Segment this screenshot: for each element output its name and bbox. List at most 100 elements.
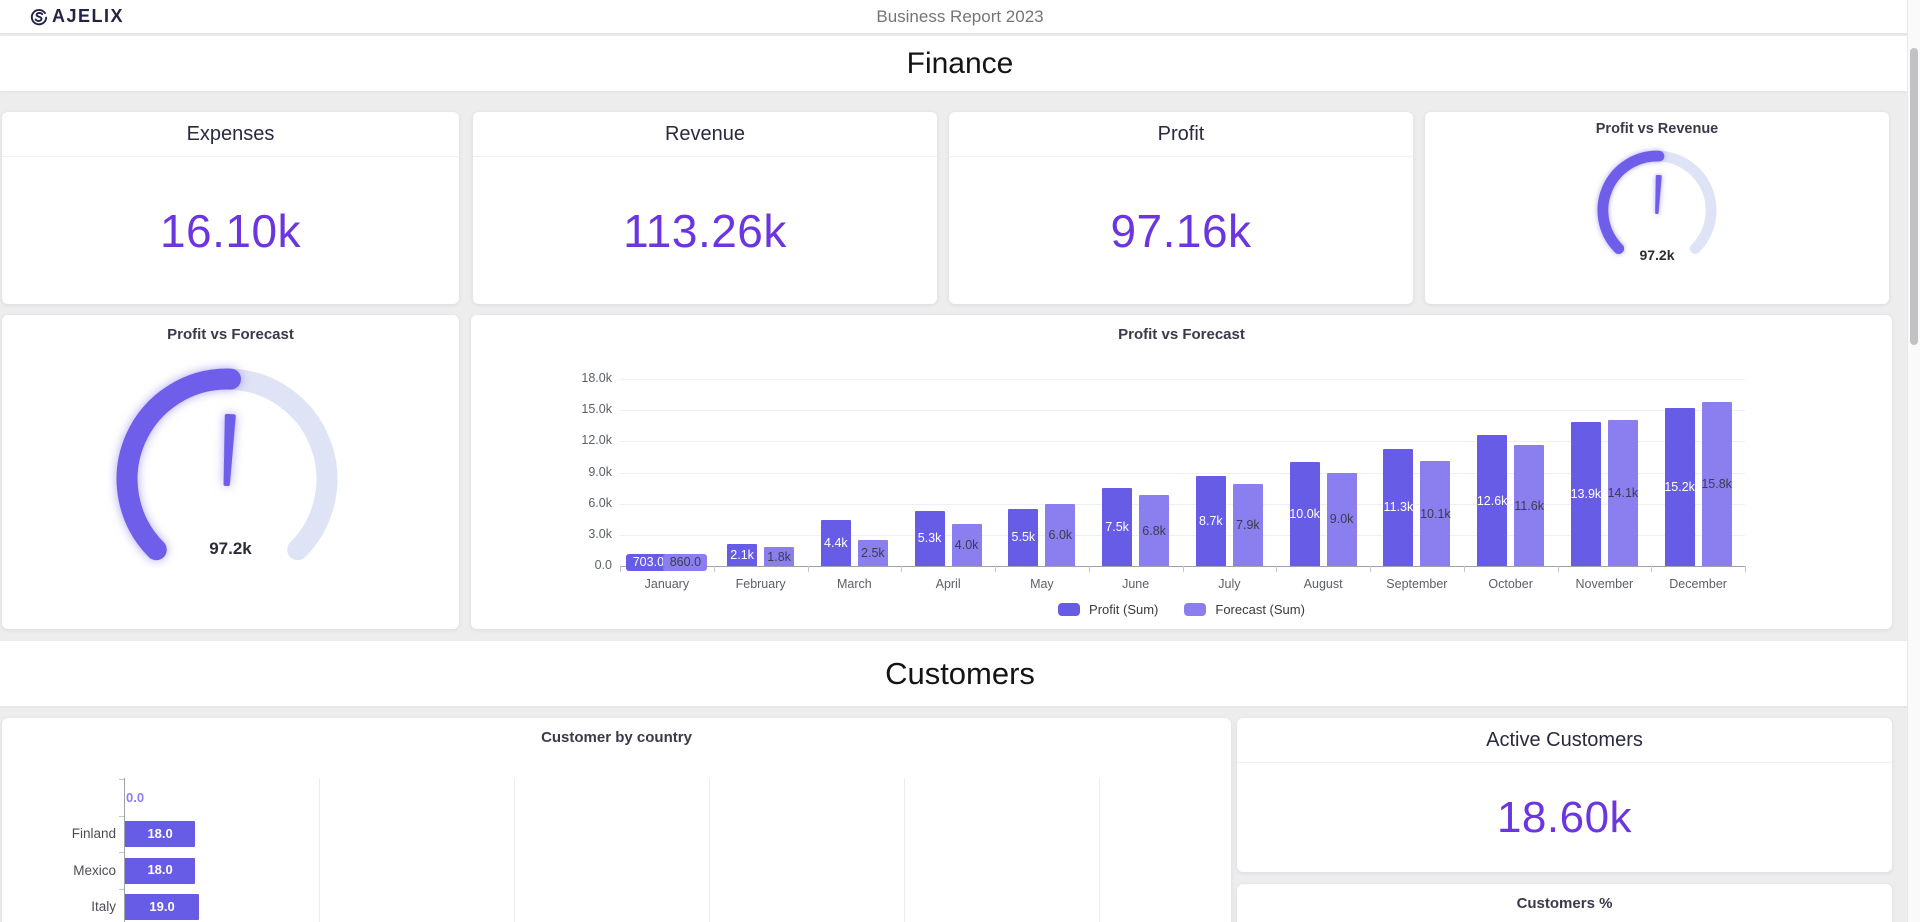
customer-by-country-title: Customer by country [541,729,692,746]
legend-label-profit: Profit (Sum) [1089,602,1159,617]
bar-label-profit-October: 12.6k [1476,493,1508,508]
y-axis-line [124,778,125,922]
bar-label-forecast-November: 14.1k [1607,485,1639,500]
profit-vs-forecast-gauge-value: 97.2k [209,539,252,558]
profit-vs-revenue-gauge [1597,150,1717,254]
y-axis-label: 18.0k [581,371,612,385]
bar-label-forecast-October: 11.6k [1514,498,1544,513]
legend-swatch-profit [1058,603,1081,616]
bar-forecast-November [1607,419,1638,566]
bar-label-mexico: 18.0 [147,862,173,878]
bar-profit-September [1383,448,1414,566]
y-axis-label: 9.0k [588,464,612,479]
revenue-card: Revenue 113.26k [473,112,937,304]
bar-label-finland: 18.0 [147,825,173,841]
bar-italy [125,894,200,921]
bar-label-profit-July: 8.7k [1199,513,1223,528]
bar-forecast-December [1701,401,1732,566]
profit-vs-forecast-chart: 0.0 3.0k 6.0k 9.0k 12.0k 15.0k 18.0k January 703… [471,315,1892,629]
bar-forecast-September [1420,461,1451,566]
gridline [709,778,710,922]
ajelix-logo-icon [30,8,48,25]
bar-label-profit-August: 10.0k [1289,507,1320,522]
bar-forecast-April [951,524,982,566]
bar-forecast-July [1232,483,1263,566]
profit-vs-revenue-title: Profit vs Revenue [1595,121,1719,137]
customers-pct-title: Customers % [1516,895,1613,912]
gridline [904,778,905,922]
x-axis-label: April [935,577,961,591]
bar-label-forecast-June: 6.8k [1142,523,1166,538]
x-axis-tick [713,566,715,572]
bar-forecast-August [1326,472,1357,566]
active-customers-card: Active Customers 18.60k [1237,718,1892,872]
section-heading-customers: Customers [0,641,1920,706]
topbar: AJELIX Business Report 2023 [0,0,1920,33]
ajelix-logo[interactable]: AJELIX [30,0,124,33]
legend-swatch-forecast [1184,603,1207,616]
bar-label-italy: 19.0 [149,898,175,914]
gridline [620,441,1745,443]
gridline [620,379,1745,380]
expenses-card-title: Expenses [2,112,459,157]
gridline [620,410,1745,412]
legend-item-forecast[interactable]: Forecast (Sum) [1184,602,1305,617]
bar-label-forecast-April: 4.0k [954,538,979,553]
scrollbar-track[interactable] [1907,0,1920,922]
bar-label-forecast-March: 2.5k [861,546,885,560]
gridline [319,778,320,922]
customers-pct-card: Customers % [1237,884,1892,922]
bar-label-forecast-February: 1.8k [767,549,791,564]
bar-profit-July [1195,475,1226,566]
bar-label-zero: 0.0 [126,789,145,805]
x-axis-tick [1276,566,1278,572]
profit-value: 97.16k [1110,204,1252,257]
x-axis-label: March [837,577,872,591]
bar-label-profit-March: 4.4k [824,536,848,551]
bar-label-profit-February: 2.1k [730,548,754,563]
x-axis-label: November [1575,577,1634,591]
gridline [1099,778,1100,922]
x-axis-label: September [1386,577,1448,591]
x-axis-tick [1370,566,1371,572]
x-axis-tick [1557,566,1559,572]
ajelix-logo-text: AJELIX [52,6,125,26]
y-axis-tick [119,889,124,890]
bar-forecast-May [1045,503,1076,566]
section-heading-finance: Finance [0,36,1920,91]
profit-vs-forecast-gauge-title: Profit vs Forecast [167,326,294,343]
bar-profit-October [1477,435,1508,566]
category-label-italy: Italy [91,899,116,915]
x-axis-tick [1651,566,1653,572]
bar-forecast-October [1514,445,1545,566]
scrollbar-thumb[interactable] [1910,48,1918,345]
gridline [620,534,1745,536]
profit-card-title: Profit [949,112,1413,157]
gridline [620,472,1745,474]
x-axis-label: July [1218,577,1241,591]
x-axis-label: December [1669,577,1727,591]
x-axis-tick [1182,566,1184,572]
revenue-value: 113.26k [623,204,787,257]
bar-label-profit-June: 7.5k [1105,520,1129,535]
chart-legend: Profit (Sum) Forecast (Sum) [471,602,1892,617]
active-customers-value: 18.60k [1496,792,1633,842]
bar-label-forecast-December: 15.8k [1701,476,1732,491]
profit-vs-revenue-card: Profit vs Revenue 97.2k [1425,112,1889,304]
y-axis-label: 0.0 [594,558,612,572]
legend-item-profit[interactable]: Profit (Sum) [1058,602,1158,617]
y-axis-tick [119,815,124,817]
bar-profit-August [1289,462,1320,566]
bar-forecast-February [764,547,795,566]
bar-profit-March [820,520,851,566]
bar-profit-February [727,544,758,566]
x-axis-tick [1745,566,1746,572]
bar-mexico [125,857,196,884]
x-axis-label: October [1488,577,1533,591]
customer-by-country-chart: 0.0 Finland 18.0 Mexico 18.0 Italy 19.0 [2,718,1231,922]
y-axis-label: 6.0k [588,495,612,510]
category-label-finland: Finland [71,826,116,842]
x-axis-tick [620,566,621,572]
y-axis-tick [119,779,124,781]
